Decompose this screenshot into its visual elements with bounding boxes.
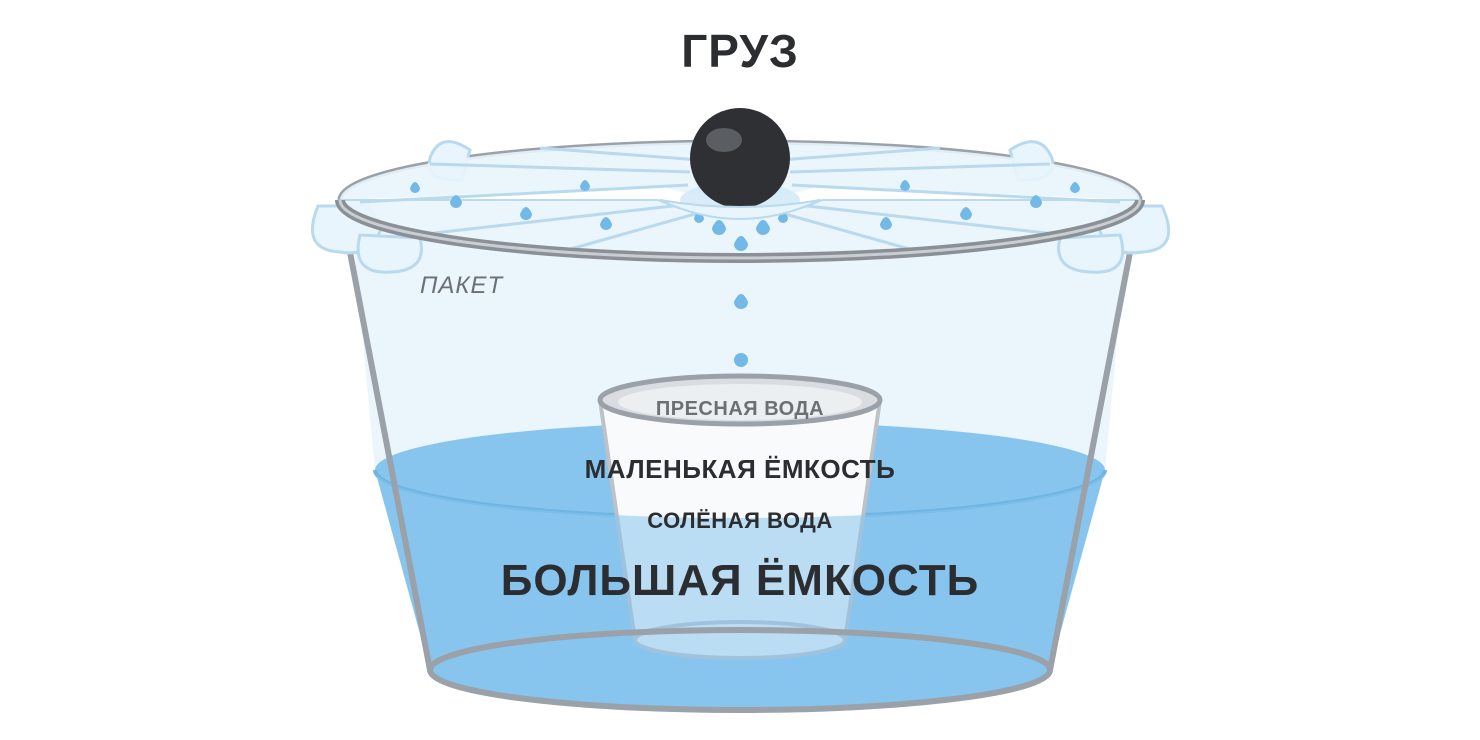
title-weight: ГРУЗ <box>0 24 1480 78</box>
weight-ball <box>690 108 790 208</box>
label-fresh-water: ПРЕСНАЯ ВОДА <box>0 398 1480 421</box>
label-bag: ПАКЕТ <box>420 272 503 300</box>
diagram-stage: ГРУЗ <box>0 0 1480 740</box>
label-big-container: БОЛЬШАЯ ЁМКОСТЬ <box>0 556 1480 606</box>
weight-highlight <box>706 128 742 152</box>
film-overhang-6 <box>1059 235 1123 272</box>
film-overhang-5 <box>358 235 421 272</box>
label-salt-water: СОЛЁНАЯ ВОДА <box>0 508 1480 534</box>
label-small-container: МАЛЕНЬКАЯ ЁМКОСТЬ <box>0 454 1480 485</box>
solar-still-diagram <box>0 0 1480 740</box>
drop-falling-2 <box>734 353 748 367</box>
